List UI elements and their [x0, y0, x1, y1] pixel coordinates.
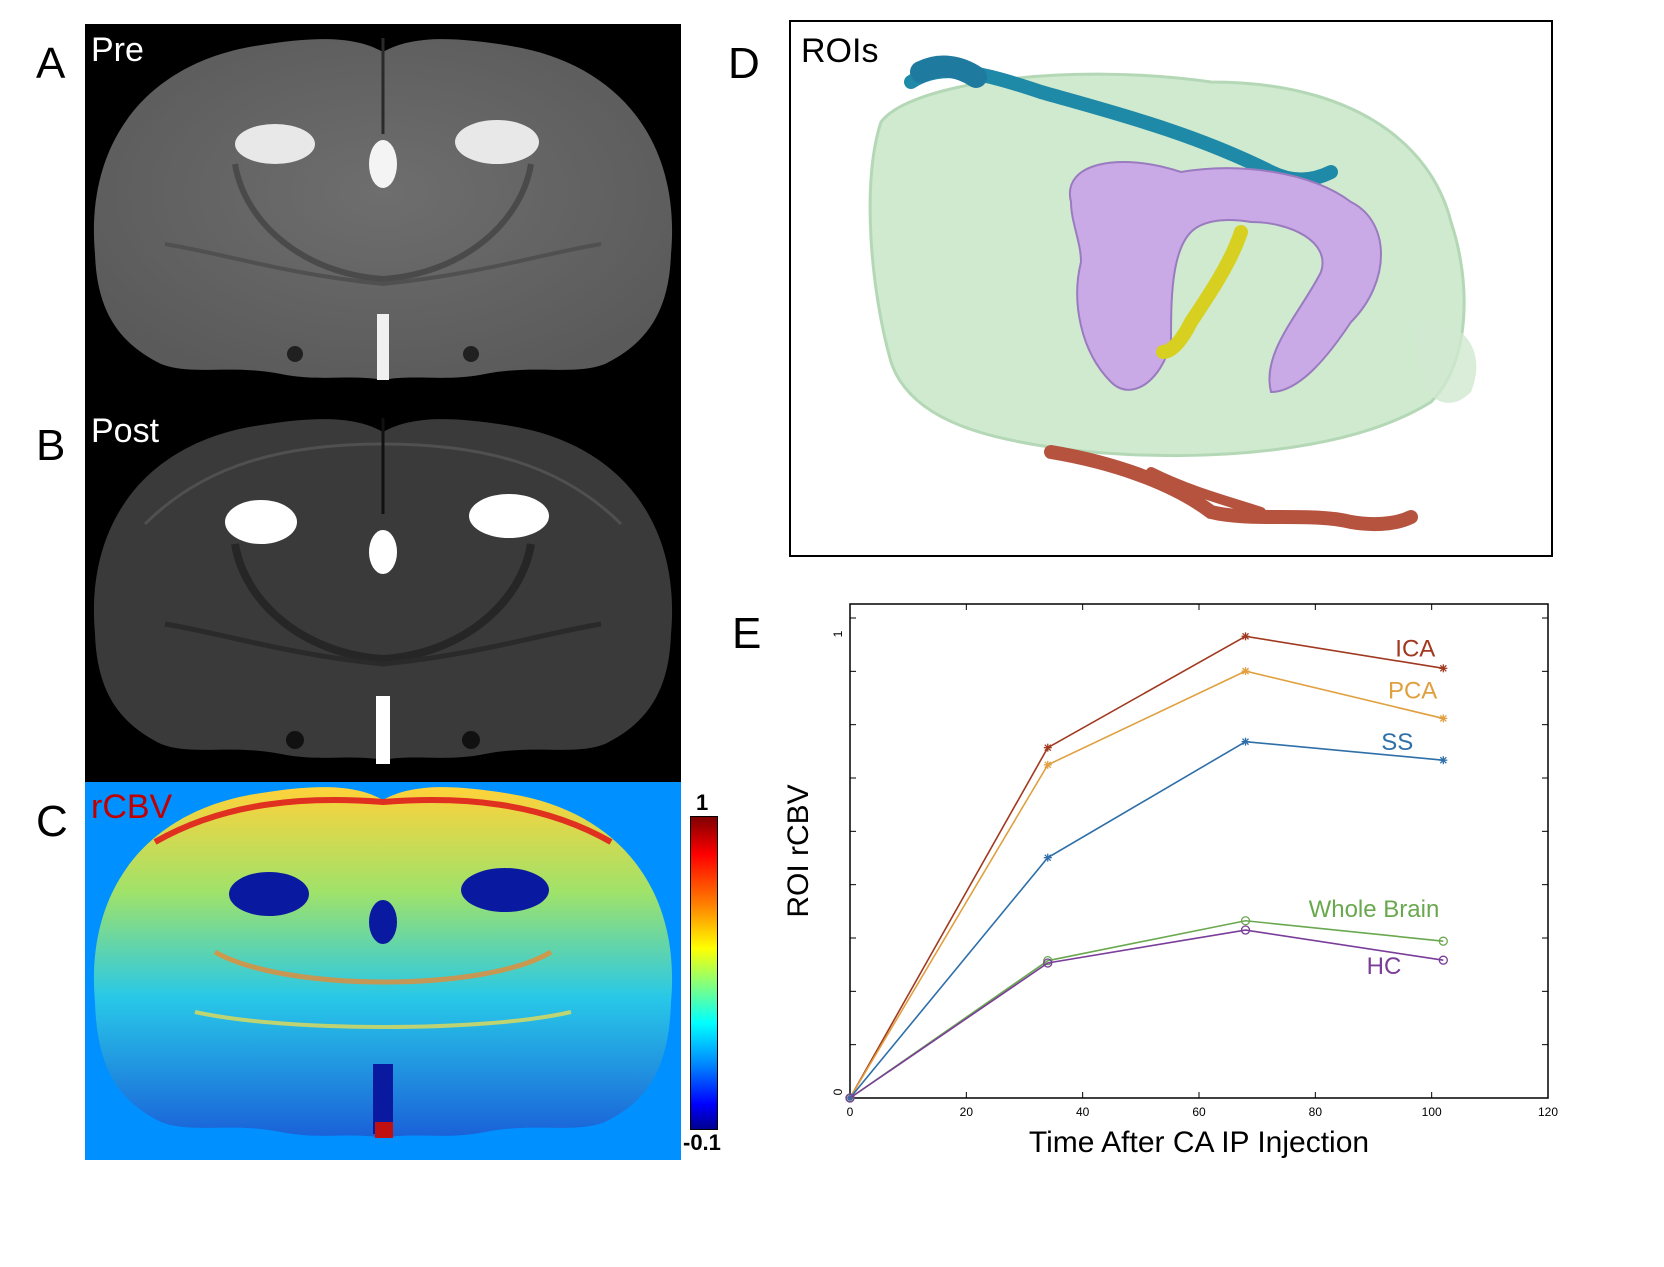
series-label-pca: PCA — [1388, 677, 1437, 704]
panel-c-letter: C — [36, 797, 68, 846]
panel-b-image — [85, 404, 681, 782]
x-tick-label: 20 — [960, 1105, 974, 1119]
data-point — [845, 1093, 855, 1103]
pre-contrast-brain-slice — [93, 38, 673, 380]
data-point — [1043, 853, 1052, 862]
x-tick-label: 80 — [1309, 1105, 1323, 1119]
data-point — [1043, 958, 1053, 968]
data-point — [1043, 760, 1052, 769]
series-line-ica — [849, 635, 1444, 1099]
rcbv-map — [93, 787, 673, 1138]
data-point — [1241, 737, 1250, 746]
x-tick-label: 100 — [1422, 1105, 1442, 1119]
rcbv-colorbar — [690, 816, 718, 1130]
x-tick-label: 60 — [1192, 1105, 1206, 1119]
series-line-hc — [849, 929, 1444, 1099]
series-label-whole-brain: Whole Brain — [1309, 896, 1440, 923]
panel-d-letter: D — [728, 39, 760, 88]
y-tick-label-0: 0 — [831, 1088, 845, 1095]
roi-3d-render — [868, 55, 1477, 532]
data-point — [1438, 955, 1448, 965]
x-tick-label: 0 — [847, 1105, 854, 1119]
panel-b-label: Post — [91, 412, 160, 450]
x-axis-label: Time After CA IP Injection — [1029, 1126, 1369, 1159]
data-point — [1043, 743, 1052, 752]
panel-b-letter: B — [36, 421, 66, 470]
series-label-hc: HC — [1367, 953, 1402, 980]
data-point — [1439, 714, 1448, 723]
panel-a-image — [85, 24, 681, 404]
post-contrast-brain-slice — [93, 418, 673, 764]
y-tick-label-1: 1 — [831, 630, 845, 637]
colorbar-max-label: 1 — [696, 790, 709, 815]
data-point — [1439, 756, 1448, 765]
series-line-ss — [849, 740, 1444, 1099]
data-point — [1240, 916, 1251, 926]
series-line-pca — [849, 670, 1444, 1099]
panel-a-label: Pre — [91, 31, 144, 69]
plot-frame — [849, 603, 1549, 1099]
series-label-ss: SS — [1381, 729, 1413, 756]
data-point — [1240, 925, 1251, 935]
panel-a-letter: A — [36, 39, 66, 88]
colorbar-min-label: -0.1 — [683, 1130, 721, 1155]
panel-d-frame: ROIs — [789, 20, 1553, 557]
y-axis-label: ROI rCBV — [782, 784, 815, 917]
data-point — [1439, 664, 1448, 673]
data-point — [1241, 667, 1250, 676]
data-point — [1241, 632, 1250, 641]
x-tick-label: 40 — [1076, 1105, 1090, 1119]
series-line-whole-brain — [849, 919, 1444, 1099]
series-label-ica: ICA — [1395, 635, 1435, 662]
panel-c-label: rCBV — [91, 788, 173, 826]
data-point — [1438, 936, 1448, 946]
panel-c-image — [85, 782, 681, 1160]
panel-d-label: ROIs — [801, 32, 879, 70]
panel-e-letter: E — [732, 609, 762, 658]
x-tick-label: 120 — [1538, 1105, 1558, 1119]
